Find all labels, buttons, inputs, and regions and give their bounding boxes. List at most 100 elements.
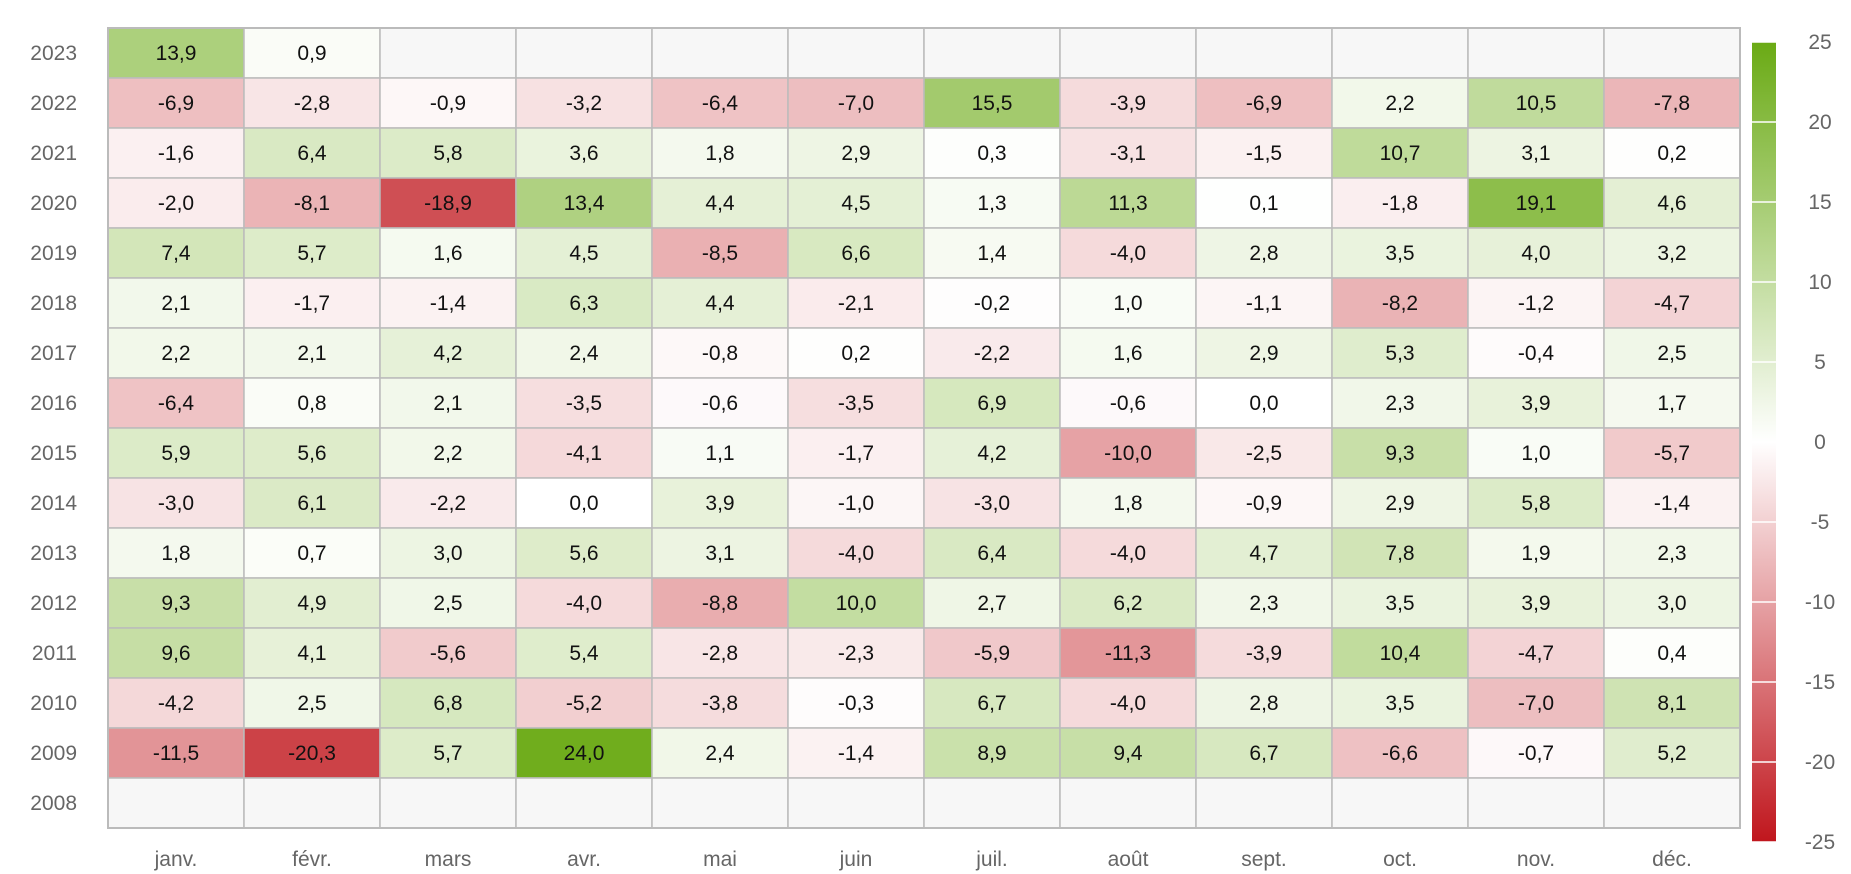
heatmap-cells: 13,9 0,9 -6,9 -2,8 -0,9 -3,2 -6,4 -7,0 15,5 -3,9 -… (107, 27, 1741, 829)
year-label: 2009 (30, 742, 77, 765)
cell-value-label: 2,3 (1249, 592, 1278, 615)
year-label: 2015 (30, 442, 77, 465)
heatmap-cell (379, 727, 517, 779)
heatmap-cell (515, 627, 653, 679)
cell-value-label: 4,2 (977, 442, 1006, 465)
cell-value-label: -6,4 (702, 92, 739, 115)
heatmap-cell (515, 727, 653, 779)
heatmap-cell (787, 477, 925, 529)
heatmap-cell (1331, 227, 1469, 279)
month-label: févr. (292, 848, 332, 871)
cell-value-label: -20,3 (288, 742, 336, 765)
cell-value-label: -4,1 (566, 442, 602, 465)
cell-value-label: -0,7 (1518, 742, 1554, 765)
cell-value-label: 2,4 (569, 342, 599, 365)
cell-value-label: -0,2 (974, 292, 1010, 315)
month-label: nov. (1517, 848, 1555, 871)
cell-value-label: -2,8 (702, 642, 738, 665)
cell-value-label: -1,8 (1382, 192, 1418, 215)
cell-value-label: 3,2 (1657, 242, 1686, 265)
cell-value-label: -11,3 (1105, 642, 1151, 665)
month-label: déc. (1652, 848, 1692, 871)
cell-value-label: -0,4 (1518, 342, 1555, 365)
cell-value-label: -3,1 (1110, 142, 1146, 165)
cell-value-label: -5,7 (1654, 442, 1690, 465)
heatmap-cell (1059, 77, 1197, 129)
cell-value-label: 6,4 (297, 142, 327, 165)
year-label: 2020 (30, 192, 77, 215)
cell-value-label: -7,0 (1518, 692, 1554, 715)
heatmap-cell (243, 677, 381, 729)
cell-value-label: 6,3 (569, 292, 598, 315)
cell-value-label: -0,8 (702, 342, 738, 365)
heatmap-cell (923, 477, 1061, 529)
year-label: 2023 (30, 42, 77, 65)
heatmap-cell (515, 77, 653, 129)
cell-value-label: 6,9 (977, 392, 1006, 415)
year-label: 2008 (30, 792, 77, 815)
month-label: mai (703, 848, 737, 871)
heatmap-cell (515, 27, 653, 79)
cell-value-label: 2,2 (161, 342, 190, 365)
heatmap-cell (787, 327, 925, 379)
heatmap-cell (651, 527, 789, 579)
cell-value-label: 4,6 (1657, 192, 1686, 215)
heatmap-cell (787, 27, 925, 79)
cell-value-label: 0,1 (1249, 192, 1278, 215)
color-scale-tick-label: -15 (1805, 671, 1835, 694)
cell-value-label: -4,0 (1110, 542, 1146, 565)
cell-value-label: -10,0 (1104, 442, 1152, 465)
year-label: 2012 (30, 592, 77, 615)
cell-value-label: -8,8 (702, 592, 738, 615)
heatmap-cell (107, 627, 245, 679)
cell-value-label: -2,8 (294, 92, 330, 115)
cell-value-label: 11,3 (1108, 192, 1147, 215)
cell-value-label: 3,0 (1657, 592, 1686, 615)
heatmap-cell (1467, 27, 1605, 79)
cell-value-label: 1,1 (705, 442, 734, 465)
heatmap-cell (1603, 227, 1741, 279)
cell-value-label: 10,5 (1516, 92, 1557, 115)
cell-value-label: 9,3 (161, 592, 190, 615)
cell-value-label: 19,1 (1516, 192, 1557, 215)
cell-value-label: -0,3 (838, 692, 874, 715)
cell-value-label: -8,2 (1382, 292, 1418, 315)
heatmap-cell (651, 177, 789, 229)
cell-value-label: 2,5 (433, 592, 462, 615)
year-labels: 2023 2022 2021 2020 2019 2018 2017 2016 2015 2014… (30, 42, 77, 815)
cell-value-label: 3,9 (1521, 392, 1550, 415)
heatmap-cell (107, 77, 245, 129)
heatmap-cell (107, 277, 245, 329)
heatmap-cell (923, 577, 1061, 629)
cell-value-label: -1,1 (1246, 292, 1282, 315)
heatmap-cell (651, 627, 789, 679)
cell-value-label: 3,5 (1385, 692, 1414, 715)
cell-value-label: 0,7 (297, 542, 326, 565)
heatmap-cell (787, 577, 925, 629)
cell-value-label: 3,9 (705, 492, 734, 515)
heatmap-cell (515, 227, 653, 279)
cell-value-label: 3,9 (1521, 592, 1550, 615)
cell-value-label: -4,0 (566, 592, 602, 615)
heatmap-cell (1467, 677, 1605, 729)
cell-value-label: 2,4 (705, 742, 735, 765)
heatmap-cell (1603, 527, 1741, 579)
heatmap-cell (923, 127, 1061, 179)
cell-value-label: 9,3 (1385, 442, 1414, 465)
year-label: 2011 (32, 642, 77, 665)
cell-value-label: -3,9 (1110, 92, 1146, 115)
heatmap-cell (1059, 127, 1197, 179)
heatmap-cell (243, 177, 381, 229)
year-label: 2013 (30, 542, 77, 565)
heatmap-cell (1331, 77, 1469, 129)
heatmap-cell (1195, 677, 1333, 729)
cell-value-label: 6,4 (977, 542, 1007, 565)
cell-value-label: 1,8 (161, 542, 190, 565)
cell-value-label: -4,2 (158, 692, 194, 715)
heatmap-cell (243, 477, 381, 529)
heatmap-cell (1059, 727, 1197, 779)
cell-value-label: -3,2 (566, 92, 602, 115)
heatmap-cell (1467, 427, 1605, 479)
heatmap-cell (243, 127, 381, 179)
